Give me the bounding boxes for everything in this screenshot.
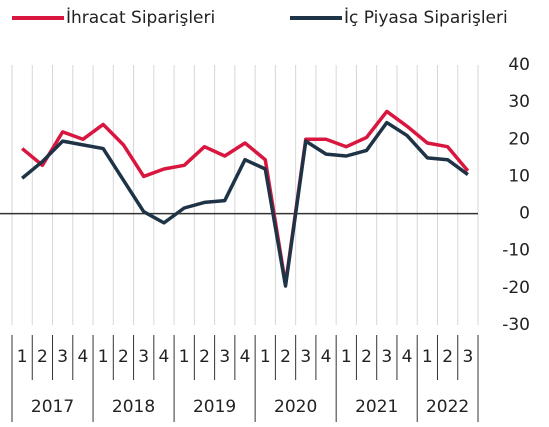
x-tick-label: 4 [77, 347, 88, 367]
x-tick-label: 1 [179, 347, 190, 367]
x-tick-label: 2 [37, 347, 48, 367]
x-tick-label: 3 [57, 347, 68, 367]
x-tick-label: 2 [361, 347, 372, 367]
x-tick-label: 3 [300, 347, 311, 367]
y-tick-label: -30 [502, 315, 530, 335]
x-tick-label: 2 [442, 347, 453, 367]
year-label: 2019 [193, 397, 236, 417]
y-tick-label: 0 [519, 204, 530, 224]
year-label: 2018 [112, 397, 155, 417]
y-tick-label: 20 [508, 129, 530, 149]
series-line [21, 109, 470, 286]
legend-label: İç Piyasa Siparişleri [344, 7, 508, 28]
x-tick-label: 4 [159, 347, 170, 367]
x-tick-label: 2 [118, 347, 129, 367]
year-label: 2017 [31, 397, 74, 417]
x-tick-label: 4 [402, 347, 413, 367]
y-tick-label: -10 [502, 241, 530, 261]
x-tick-label: 1 [341, 347, 352, 367]
x-tick-label: 3 [462, 347, 473, 367]
series-line [21, 120, 469, 288]
year-label: 2020 [274, 397, 317, 417]
x-tick-label: 4 [321, 347, 332, 367]
x-tick-label: 1 [17, 347, 28, 367]
x-tick-label: 3 [381, 347, 392, 367]
x-tick-label: 3 [138, 347, 149, 367]
x-tick-label: 2 [280, 347, 291, 367]
x-tick-label: 4 [240, 347, 251, 367]
legend-label: İhracat Siparişleri [66, 7, 215, 28]
x-tick-label: 1 [422, 347, 433, 367]
year-label: 2022 [426, 397, 469, 417]
year-label: 2021 [355, 397, 398, 417]
x-tick-label: 3 [219, 347, 230, 367]
y-tick-label: 30 [508, 92, 530, 112]
y-tick-label: -20 [502, 278, 530, 298]
y-tick-label: 10 [508, 166, 530, 186]
x-tick-label: 2 [199, 347, 210, 367]
y-tick-label: 40 [508, 55, 530, 75]
x-tick-label: 1 [260, 347, 271, 367]
x-tick-label: 1 [98, 347, 109, 367]
